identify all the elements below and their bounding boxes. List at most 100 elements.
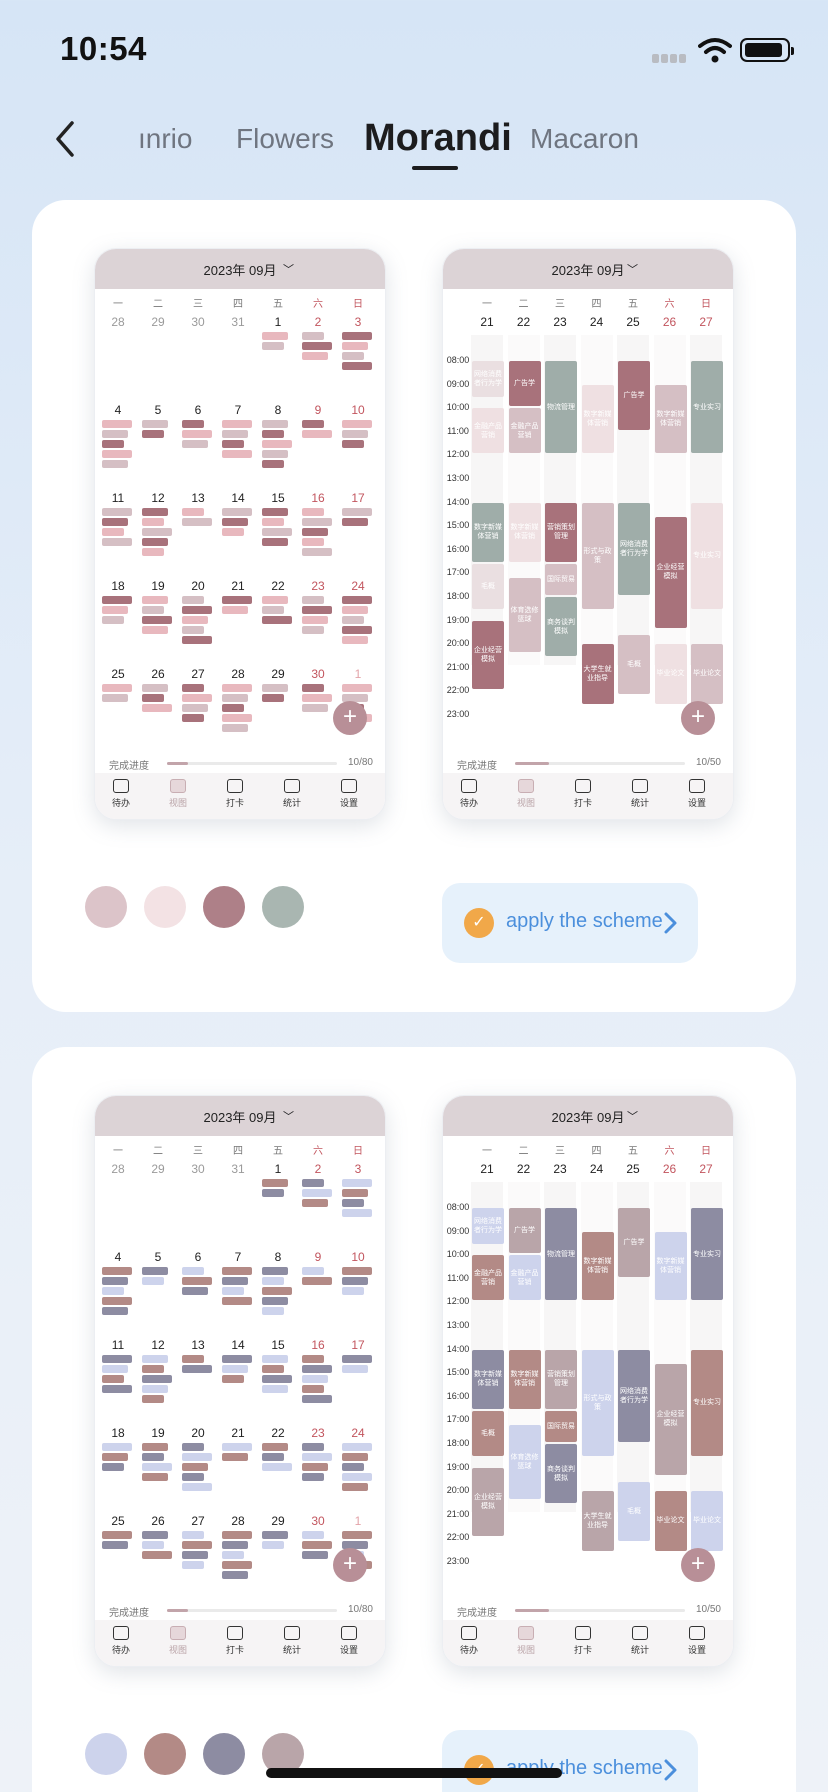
course-block[interactable]: 毛概 [472,563,504,610]
event-chip[interactable] [222,1561,252,1569]
event-chip[interactable] [302,1463,328,1471]
course-block[interactable]: 国际贸易 [545,1410,577,1442]
event-chip[interactable] [222,450,252,458]
calendar-day-number[interactable]: 16 [311,1338,325,1352]
calendar-day-number[interactable]: 24 [351,579,365,593]
course-block[interactable]: 广告学 [508,361,541,407]
event-chip[interactable] [302,430,332,438]
calendar-day-number[interactable]: 5 [154,403,162,417]
event-chip[interactable] [182,1541,212,1549]
course-block[interactable]: 毕业论文 [691,644,723,704]
event-chip[interactable] [302,1453,332,1461]
event-chip[interactable] [142,1551,172,1559]
calendar-day-number[interactable]: 2 [314,1162,322,1176]
apply-scheme-button[interactable]: ✓ apply the scheme [442,883,698,963]
event-chip[interactable] [142,1473,168,1481]
event-chip[interactable] [302,342,332,350]
event-chip[interactable] [222,1277,248,1285]
event-chip[interactable] [182,508,204,516]
tab-todo[interactable]: 待办 [101,777,141,809]
calendar-day-number[interactable]: 2 [314,315,322,329]
calendar-day-number[interactable]: 26 [151,1514,165,1528]
calendar-day-number[interactable]: 23 [311,1426,325,1440]
calendar-day-number[interactable]: 27 [191,667,205,681]
event-chip[interactable] [222,528,244,536]
event-chip[interactable] [342,1189,368,1197]
event-chip[interactable] [262,1375,292,1383]
calendar-day-number[interactable]: 3 [354,315,362,329]
calendar-day-number[interactable]: 31 [231,315,245,329]
event-chip[interactable] [262,694,284,702]
event-chip[interactable] [102,1531,132,1539]
event-chip[interactable] [182,440,208,448]
event-chip[interactable] [102,508,132,516]
course-block[interactable]: 数字新媒体营销 [472,502,504,562]
course-block[interactable]: 企业经营模拟 [472,1467,504,1537]
course-block[interactable]: 数字新媒体营销 [654,384,687,454]
event-chip[interactable] [222,1531,252,1539]
course-block[interactable]: 商务谈判模拟 [545,1444,577,1504]
event-chip[interactable] [262,332,288,340]
course-block[interactable]: 广告学 [508,1208,541,1254]
event-chip[interactable] [342,1267,372,1275]
calendar-day-number[interactable]: 28 [231,1514,245,1528]
event-chip[interactable] [342,1473,372,1481]
event-chip[interactable] [102,1355,132,1363]
event-chip[interactable] [182,596,204,604]
event-chip[interactable] [182,704,208,712]
event-chip[interactable] [302,1395,332,1403]
event-chip[interactable] [102,596,132,604]
course-block[interactable]: 网络消费者行为学 [618,502,650,595]
week-date[interactable]: 27 [699,315,713,329]
calendar-day-number[interactable]: 13 [191,491,205,505]
event-chip[interactable] [142,626,168,634]
course-block[interactable]: 数字新媒体营销 [581,1231,614,1301]
back-arrow-icon[interactable] [48,117,88,161]
event-chip[interactable] [102,450,132,458]
course-block[interactable]: 毕业论文 [654,1491,687,1551]
tab-checkin[interactable]: 打卡 [563,1624,603,1656]
calendar-day-number[interactable]: 24 [351,1426,365,1440]
event-chip[interactable] [342,694,368,702]
event-chip[interactable] [142,1355,168,1363]
course-block[interactable]: 大学生就业指导 [581,644,614,704]
event-chip[interactable] [262,1355,288,1363]
event-chip[interactable] [142,508,168,516]
calendar-day-number[interactable]: 1 [354,1514,362,1528]
event-chip[interactable] [262,1531,288,1539]
course-block[interactable]: 数字新媒体营销 [654,1231,687,1301]
event-chip[interactable] [342,606,368,614]
event-chip[interactable] [102,616,124,624]
event-chip[interactable] [342,420,372,428]
event-chip[interactable] [222,684,252,692]
event-chip[interactable] [262,538,288,546]
calendar-day-number[interactable]: 14 [231,491,245,505]
event-chip[interactable] [142,538,168,546]
event-chip[interactable] [302,1267,324,1275]
event-chip[interactable] [262,1541,284,1549]
course-block[interactable]: 数字新媒体营销 [508,502,541,562]
calendar-day-number[interactable]: 22 [271,1426,285,1440]
event-chip[interactable] [342,1179,372,1187]
calendar-day-number[interactable]: 20 [191,1426,205,1440]
tab-checkin[interactable]: 打卡 [215,777,255,809]
tab-stats[interactable]: 统计 [272,777,312,809]
event-chip[interactable] [142,518,164,526]
course-block[interactable]: 数字新媒体营销 [472,1349,504,1409]
add-event-button[interactable]: + [333,1548,367,1582]
week-date[interactable]: 25 [626,1162,640,1176]
event-chip[interactable] [302,626,324,634]
event-chip[interactable] [102,606,128,614]
event-chip[interactable] [142,596,168,604]
event-chip[interactable] [302,606,332,614]
event-chip[interactable] [102,518,128,526]
event-chip[interactable] [142,694,164,702]
calendar-day-number[interactable]: 30 [191,1162,205,1176]
course-block[interactable]: 体育选修篮球 [508,1425,541,1499]
calendar-day-number[interactable]: 16 [311,491,325,505]
event-chip[interactable] [102,528,124,536]
event-chip[interactable] [222,440,244,448]
event-chip[interactable] [142,704,172,712]
event-chip[interactable] [342,626,372,634]
event-chip[interactable] [302,1199,328,1207]
